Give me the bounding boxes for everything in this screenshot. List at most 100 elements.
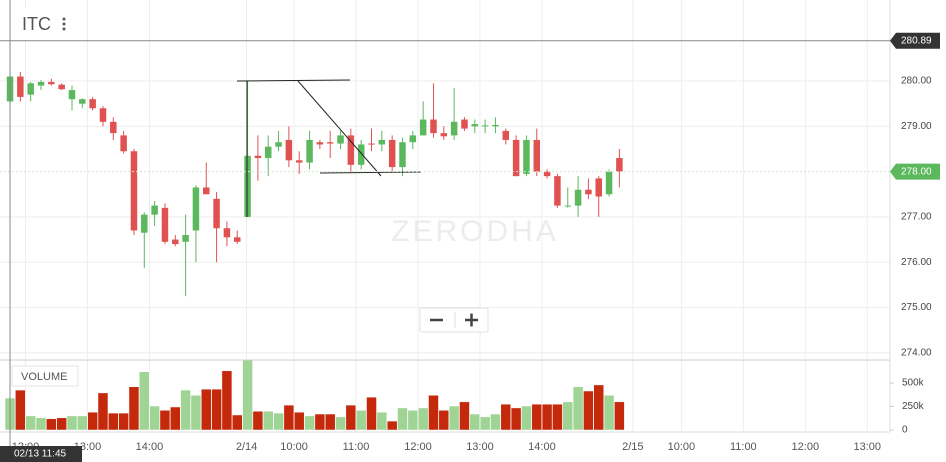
volume-bar bbox=[490, 413, 501, 431]
x-tick-label: 10:00 bbox=[280, 441, 308, 453]
candle-body bbox=[17, 76, 24, 97]
candle-body bbox=[523, 139, 530, 174]
candle-body bbox=[616, 158, 623, 172]
volume-bar bbox=[149, 405, 160, 431]
volume-bar bbox=[108, 412, 119, 431]
volume-bar bbox=[376, 411, 388, 431]
volume-bar bbox=[56, 417, 67, 431]
candle-body bbox=[48, 81, 55, 85]
volume-bar bbox=[87, 411, 98, 431]
candle-body bbox=[306, 139, 313, 163]
volume-bar bbox=[242, 359, 253, 431]
candle-body bbox=[399, 142, 406, 168]
candle-body bbox=[254, 155, 262, 159]
volume-bar bbox=[25, 415, 36, 431]
candle-body bbox=[151, 205, 158, 215]
candle-body bbox=[461, 119, 468, 129]
y-tick-label: 277.00 bbox=[901, 212, 932, 223]
candle-body bbox=[89, 99, 96, 109]
candle-body bbox=[244, 155, 251, 217]
candle-body bbox=[27, 83, 34, 95]
menu-icon[interactable] bbox=[62, 17, 66, 31]
candle-body bbox=[120, 135, 127, 152]
crosshair-y-tag bbox=[890, 32, 940, 49]
candle-body bbox=[512, 139, 520, 177]
volume-bar bbox=[180, 389, 191, 431]
watermark: ZERODHA bbox=[391, 215, 559, 248]
volume-bar bbox=[231, 414, 243, 431]
volume-bar bbox=[428, 394, 439, 431]
volume-bar bbox=[46, 418, 57, 431]
drawn-line bbox=[319, 171, 422, 174]
volume-bar bbox=[510, 407, 522, 431]
volume-bar bbox=[345, 404, 357, 431]
candle-body bbox=[357, 144, 365, 165]
candle-body bbox=[182, 235, 189, 242]
x-tick-label: 11:00 bbox=[730, 441, 757, 453]
volume-bar bbox=[324, 413, 336, 431]
candle-body bbox=[492, 124, 499, 127]
y-tick-label: 275.00 bbox=[901, 302, 932, 313]
candle-body bbox=[409, 135, 417, 143]
volume-bar bbox=[448, 405, 460, 431]
volume-bar bbox=[201, 388, 212, 431]
volume-bar bbox=[314, 413, 326, 431]
candle-body bbox=[605, 171, 613, 195]
candle-body bbox=[37, 81, 45, 86]
candle-body bbox=[316, 142, 324, 145]
volume-label: VOLUME bbox=[21, 371, 67, 383]
volume-bar bbox=[469, 413, 481, 431]
volume-bar bbox=[97, 392, 109, 431]
drawings bbox=[236, 79, 422, 217]
volume-bar bbox=[66, 415, 78, 431]
candle-body bbox=[295, 160, 303, 163]
candle-body bbox=[172, 239, 179, 245]
volume-bar bbox=[521, 405, 532, 431]
volume-bar bbox=[293, 411, 305, 431]
x-tick-label: 12:00 bbox=[404, 441, 432, 453]
volume-bar bbox=[603, 394, 615, 431]
candle-body bbox=[275, 142, 282, 147]
volume-bar bbox=[614, 401, 625, 431]
volume-label-box bbox=[11, 365, 79, 387]
last-price-tag bbox=[890, 163, 940, 180]
y-tick-label: 279.00 bbox=[901, 121, 932, 132]
volume-bar bbox=[417, 407, 429, 431]
volume-bar bbox=[366, 396, 377, 431]
candle-body bbox=[223, 228, 231, 238]
volume-bar bbox=[283, 404, 295, 431]
x-tick-label: 14:00 bbox=[528, 441, 556, 453]
volume-bar bbox=[190, 394, 202, 431]
candle-body bbox=[471, 124, 479, 127]
candle-body bbox=[419, 119, 427, 136]
volume-bar bbox=[221, 370, 233, 431]
candle-body bbox=[368, 143, 375, 145]
candle-body bbox=[141, 214, 148, 233]
candle-body bbox=[574, 189, 582, 206]
x-tick-label: 2/15 bbox=[622, 441, 643, 453]
drawn-line bbox=[236, 79, 351, 82]
candle-body bbox=[430, 119, 437, 134]
candle-body bbox=[203, 187, 210, 195]
volume-bar bbox=[552, 403, 563, 431]
crosshair-x-label: 02/13 11:45 bbox=[14, 449, 67, 460]
volume-bar bbox=[593, 384, 604, 431]
volume-bar bbox=[459, 401, 470, 431]
candle-body bbox=[285, 139, 293, 161]
candle-body bbox=[388, 139, 396, 168]
volume-bar bbox=[170, 406, 181, 431]
y2-tick-label: 250k bbox=[902, 401, 925, 412]
drawn-line bbox=[297, 80, 382, 177]
volume-bar bbox=[273, 412, 284, 431]
volume-bar bbox=[531, 403, 543, 431]
candle-body bbox=[585, 189, 592, 195]
candle-body bbox=[554, 176, 561, 206]
volume-bar bbox=[583, 390, 594, 431]
symbol-box bbox=[13, 8, 81, 40]
x-tick-label: 11:00 bbox=[343, 441, 370, 453]
candle-body bbox=[347, 135, 355, 165]
